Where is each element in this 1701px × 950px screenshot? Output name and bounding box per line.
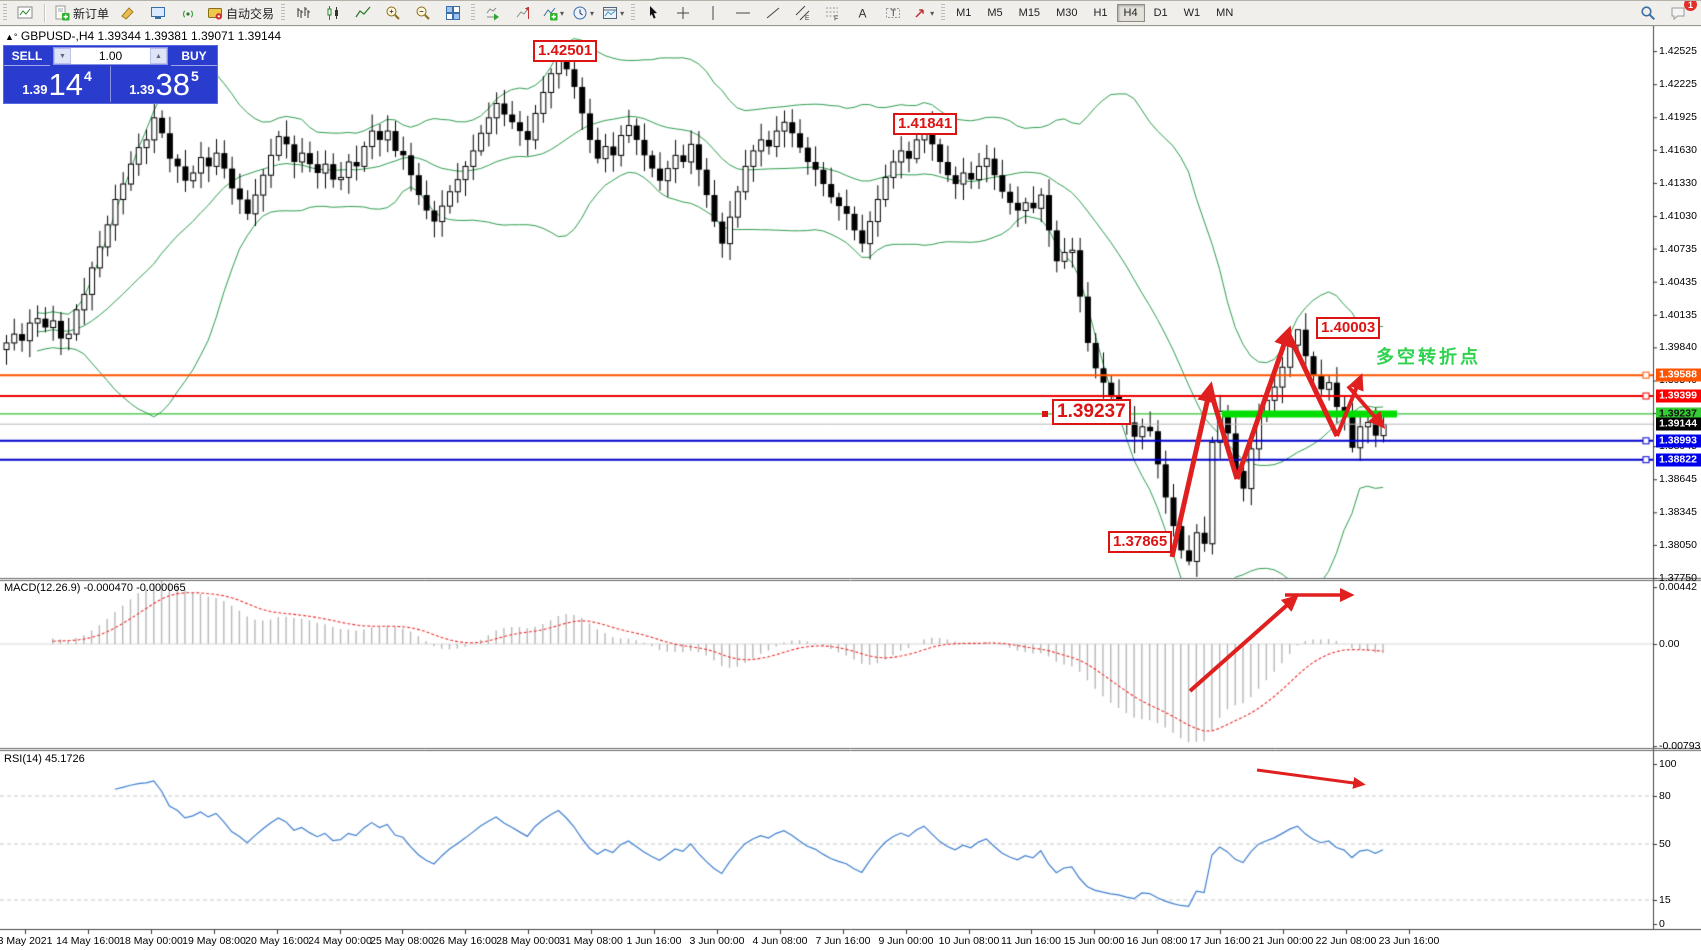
notification-icon[interactable]: 1 xyxy=(1664,1,1697,25)
buy-price-prefix: 1.39 xyxy=(129,82,155,97)
chart-shift-icon[interactable] xyxy=(509,1,537,25)
timeframe-h4-button[interactable]: H4 xyxy=(1116,4,1145,22)
candle-chart-icon[interactable] xyxy=(319,1,347,25)
buy-price-big: 38 xyxy=(155,67,190,102)
styler-icon[interactable] xyxy=(114,1,142,25)
terminal-icon[interactable] xyxy=(144,1,172,25)
search-icon[interactable] xyxy=(1634,1,1662,25)
chart-profile-icon[interactable] xyxy=(11,1,39,25)
periods-icon[interactable]: ▾ xyxy=(569,1,597,25)
fibonacci-icon[interactable]: F xyxy=(819,1,847,25)
timeframe-w1-button[interactable]: W1 xyxy=(1183,7,1201,19)
svg-text:A: A xyxy=(859,7,867,21)
timeframe-mn-button[interactable]: MN xyxy=(1216,7,1234,19)
signal-icon[interactable] xyxy=(174,1,202,25)
toolbar-grip xyxy=(281,4,286,22)
buy-button[interactable]: BUY xyxy=(171,46,217,66)
autotrading-icon[interactable]: 自动交易 xyxy=(204,1,277,25)
zoom-in-icon[interactable] xyxy=(379,1,407,25)
timeframe-h1-button[interactable]: H1 xyxy=(1093,7,1108,19)
channel-icon[interactable]: E xyxy=(789,1,817,25)
template-icon[interactable]: ▾ xyxy=(599,1,627,25)
sell-button[interactable]: SELL xyxy=(4,46,50,66)
timeframe-d1-button[interactable]: D1 xyxy=(1153,7,1168,19)
toolbar-separator xyxy=(44,4,46,22)
auto-scroll-icon[interactable] xyxy=(479,1,507,25)
sell-price-big: 14 xyxy=(48,67,83,102)
toolbar-grip xyxy=(631,4,636,22)
buy-price[interactable]: 1.39 38 5 xyxy=(111,66,217,102)
lot-size-box: ▼ 1.00 ▲ xyxy=(53,47,168,65)
new-order-icon[interactable]: 新订单 xyxy=(51,1,112,25)
timeframe-m5-button[interactable]: M5 xyxy=(987,7,1003,19)
svg-text:F: F xyxy=(834,16,838,22)
lot-increase-button[interactable]: ▲ xyxy=(150,48,167,64)
notification-badge: 1 xyxy=(1684,1,1697,11)
lot-decrease-button[interactable]: ▼ xyxy=(54,48,71,64)
buy-price-pip: 5 xyxy=(191,68,199,84)
text-icon[interactable]: A xyxy=(849,1,877,25)
tile-windows-icon[interactable] xyxy=(439,1,467,25)
toolbar-grip xyxy=(471,4,476,22)
bar-chart-icon[interactable] xyxy=(289,1,317,25)
label-icon[interactable]: T xyxy=(879,1,907,25)
lot-size-value[interactable]: 1.00 xyxy=(98,49,123,63)
timeframe-m1-button[interactable]: M1 xyxy=(956,7,972,19)
add-indicator-icon[interactable]: ▾ xyxy=(539,1,567,25)
sell-price-pip: 4 xyxy=(84,68,92,84)
toolbar-grip xyxy=(941,4,946,22)
line-chart-icon[interactable] xyxy=(349,1,377,25)
svg-text:E: E xyxy=(805,15,810,21)
horizontal-line-icon[interactable] xyxy=(729,1,757,25)
one-click-trade-panel: SELL ▼ 1.00 ▲ BUY 1.39 14 4 1.39 38 5 xyxy=(3,45,218,104)
trendline-icon[interactable] xyxy=(759,1,787,25)
crosshair-icon[interactable] xyxy=(669,1,697,25)
toolbar-grip xyxy=(3,4,7,22)
arrows-object-icon[interactable]: ▾ xyxy=(909,1,937,25)
sell-price-prefix: 1.39 xyxy=(22,82,48,97)
timeframe-m15-button[interactable]: M15 xyxy=(1018,7,1041,19)
toolbar: 新订单 自动交易 ▾ ▾ ▾ E F A T ▾ M1 M5 M15 M30 H1 H4 D1 W1 MN 1 xyxy=(0,1,1701,26)
sell-price[interactable]: 1.39 14 4 xyxy=(4,66,110,102)
cursor-icon[interactable] xyxy=(639,1,667,25)
svg-text:T: T xyxy=(891,8,897,18)
zoom-out-icon[interactable] xyxy=(409,1,437,25)
vertical-line-icon[interactable] xyxy=(699,1,727,25)
timeframe-m30-button[interactable]: M30 xyxy=(1056,7,1078,19)
